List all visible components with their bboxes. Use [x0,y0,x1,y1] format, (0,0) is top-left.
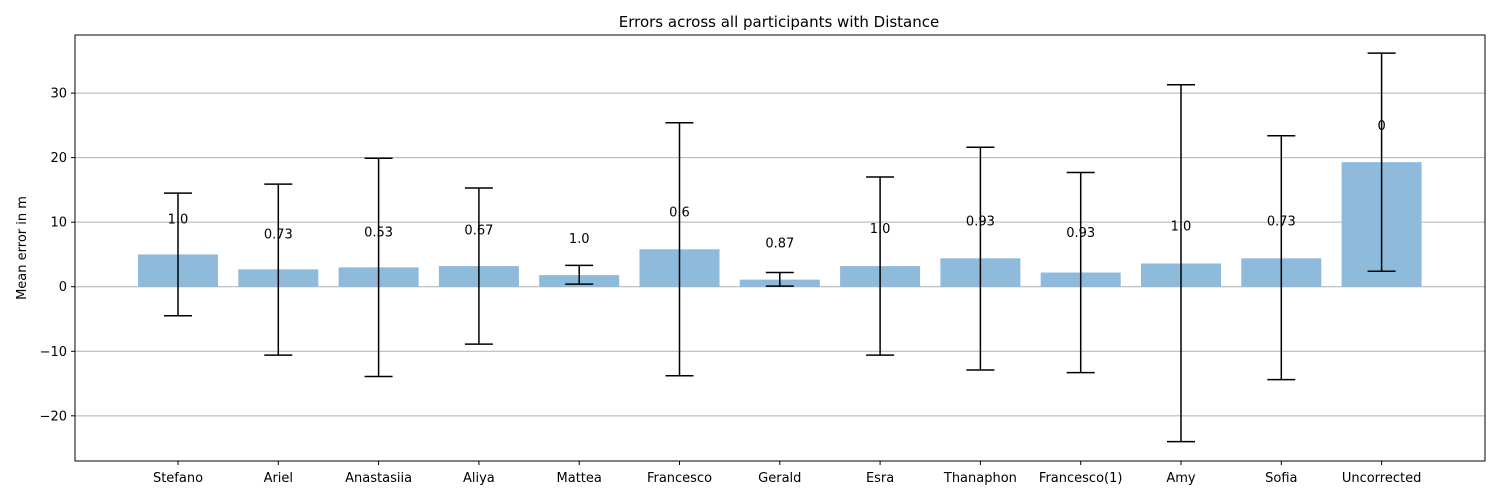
bar-annotation: 0 [1377,119,1385,134]
bar-annotation: 0.53 [364,225,393,240]
bar-annotation: 0.6 [669,205,690,220]
x-tick-label: Uncorrected [1342,471,1422,486]
x-tick-label: Esra [866,471,894,486]
y-tick-label: 30 [50,87,67,102]
grid-lines [75,92,1485,417]
x-tick-label: Ariel [264,471,293,486]
y-tick-label: −20 [40,409,67,424]
x-tick-label: Sofia [1265,471,1297,486]
error-bars [164,52,1396,443]
bar-annotation: 0.93 [966,214,995,229]
x-tick-label: Mattea [557,471,602,486]
y-tick-label: −10 [40,345,67,360]
bar-annotation: 0.73 [264,227,293,242]
x-tick-label: Amy [1166,471,1196,486]
bar-annotation: 0.87 [765,236,794,251]
y-tick-label: 20 [50,151,67,166]
bar-annotation: 1.0 [569,232,590,247]
y-axis-label: Mean error in m [15,196,30,300]
x-tick-label: Gerald [758,471,801,486]
bar-annotation: 1.0 [1171,220,1192,235]
bars [138,162,1422,287]
x-ticks: Stefano Ariel Anastasiia Aliya Mattea Frances… [153,461,1421,486]
x-tick-label: Aliya [463,471,495,486]
y-tick-label: 10 [50,216,67,231]
y-ticks: −20 −10 0 10 20 30 [40,87,75,424]
bar-annotation: 0.93 [1066,226,1095,241]
x-tick-label: Stefano [153,471,203,486]
bar-annotation: 0.73 [1267,214,1296,229]
annotations: 1.0 0.73 0.53 0.67 1.0 0.6 0.87 1.0 0.93 0.93 1.0 0… [168,119,1386,251]
x-tick-label: Francesco(1) [1039,471,1123,486]
chart-title: Errors across all participants with Dist… [619,13,940,31]
x-tick-label: Thanaphon [943,471,1017,486]
bar-annotation: 1.0 [870,222,891,237]
bar-annotation: 1.0 [168,212,189,227]
bar-annotation: 0.67 [464,223,493,238]
y-tick-label: 0 [59,280,67,295]
x-tick-label: Francesco [647,471,712,486]
x-tick-label: Anastasiia [345,471,412,486]
